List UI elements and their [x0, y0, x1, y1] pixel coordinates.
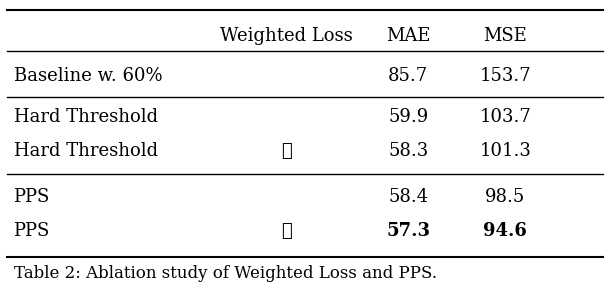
Text: 59.9: 59.9 — [388, 108, 428, 126]
Text: Table 2: Ablation study of Weighted Loss and PPS.: Table 2: Ablation study of Weighted Loss… — [13, 265, 437, 282]
Text: ✓: ✓ — [281, 222, 292, 240]
Text: ✓: ✓ — [281, 142, 292, 160]
Text: 98.5: 98.5 — [486, 188, 525, 206]
Text: 58.3: 58.3 — [388, 142, 428, 160]
Text: Hard Threshold: Hard Threshold — [13, 142, 157, 160]
Text: 58.4: 58.4 — [388, 188, 428, 206]
Text: 103.7: 103.7 — [479, 108, 531, 126]
Text: PPS: PPS — [13, 222, 50, 240]
Text: 57.3: 57.3 — [386, 222, 430, 240]
Text: MSE: MSE — [484, 26, 527, 45]
Text: Weighted Loss: Weighted Loss — [220, 26, 353, 45]
Text: 101.3: 101.3 — [479, 142, 531, 160]
Text: 94.6: 94.6 — [484, 222, 527, 240]
Text: PPS: PPS — [13, 188, 50, 206]
Text: Baseline w. 60%: Baseline w. 60% — [13, 67, 162, 85]
Text: Hard Threshold: Hard Threshold — [13, 108, 157, 126]
Text: 153.7: 153.7 — [479, 67, 531, 85]
Text: 85.7: 85.7 — [388, 67, 428, 85]
Text: MAE: MAE — [386, 26, 431, 45]
